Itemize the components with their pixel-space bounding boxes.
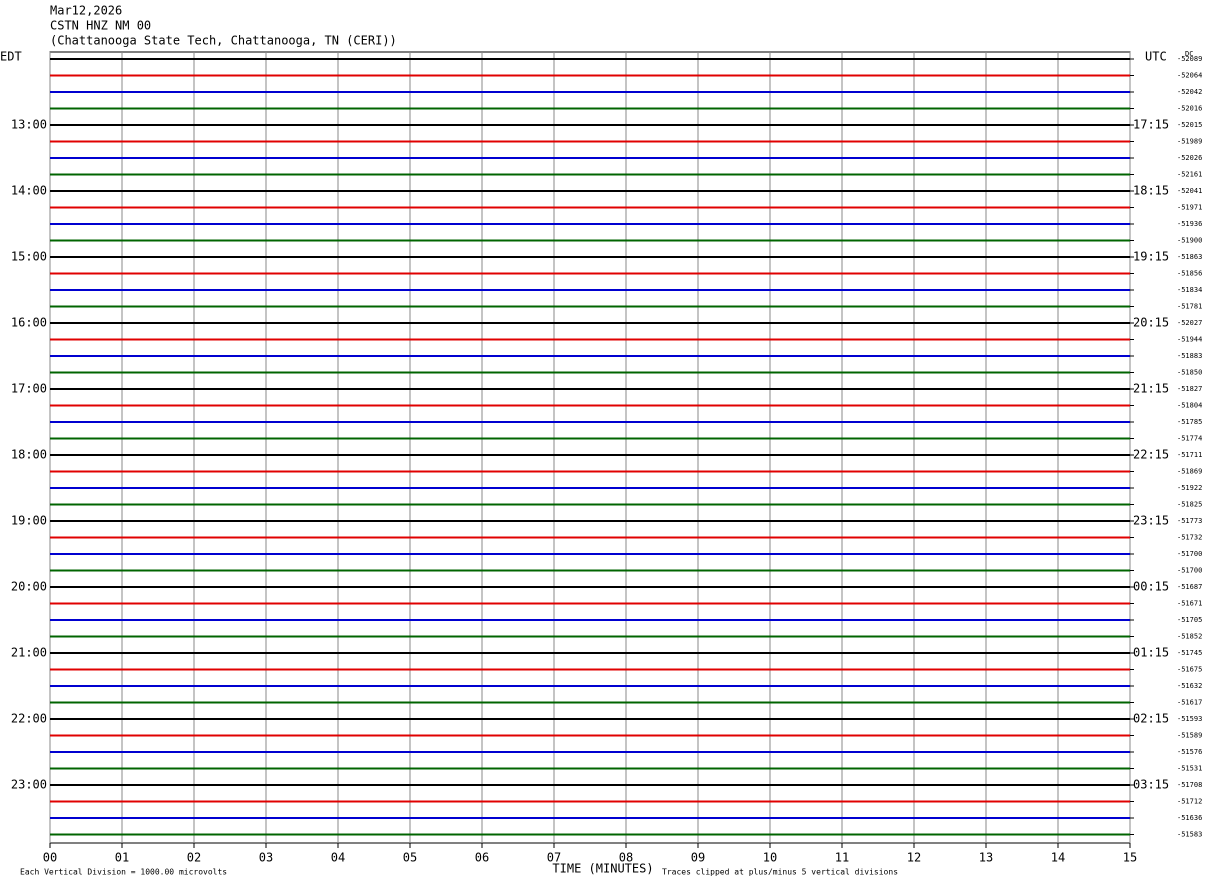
- dc-offset-label: -51944: [1177, 336, 1202, 344]
- dc-offset-label: -51576: [1177, 748, 1202, 756]
- right-time-label: 22:15: [1133, 448, 1169, 462]
- dc-offset-label: -52042: [1177, 88, 1202, 96]
- title-line: (Chattanooga State Tech, Chattanooga, TN…: [50, 34, 397, 48]
- x-tick-label: 13: [979, 851, 993, 865]
- left-time-label: 14:00: [11, 184, 47, 198]
- x-tick-label: 06: [475, 851, 489, 865]
- dc-offset-label: -51773: [1177, 517, 1202, 525]
- right-time-label: 01:15: [1133, 646, 1169, 660]
- x-axis-label: TIME (MINUTES): [552, 862, 653, 876]
- clip-note: Traces clipped at plus/minus 5 vertical …: [662, 868, 898, 877]
- title-line: Mar12,2026: [50, 4, 122, 18]
- dc-offset-label: -51825: [1177, 501, 1202, 509]
- dc-offset-label: -51971: [1177, 204, 1202, 212]
- right-zone: UTC: [1145, 50, 1167, 64]
- dc-offset-label: -52015: [1177, 121, 1202, 129]
- dc-offset-label: -51708: [1177, 781, 1202, 789]
- dc-offset-label: -52161: [1177, 171, 1202, 179]
- left-time-label: 20:00: [11, 580, 47, 594]
- dc-offset-label: -51900: [1177, 237, 1202, 245]
- dc-offset-label: -52027: [1177, 319, 1202, 327]
- plot-frame: [49, 51, 1131, 844]
- x-tick-label: 04: [331, 851, 345, 865]
- dc-offset-label: -51863: [1177, 253, 1202, 261]
- dc-offset-label: -51869: [1177, 468, 1202, 476]
- x-tick-label: 08: [619, 851, 633, 865]
- dc-offset-label: -51852: [1177, 633, 1202, 641]
- dc-offset-label: -51850: [1177, 369, 1202, 377]
- dc-offset-label: -51785: [1177, 418, 1202, 426]
- dc-offset-label: -51617: [1177, 699, 1202, 707]
- right-time-label: 23:15: [1133, 514, 1169, 528]
- dc-offset-label: -51712: [1177, 798, 1202, 806]
- dc-offset-label: -52089: [1177, 55, 1202, 63]
- left-time-label: 19:00: [11, 514, 47, 528]
- left-time-label: 13:00: [11, 118, 47, 132]
- dc-offset-label: -51745: [1177, 649, 1202, 657]
- dc-offset-label: -51711: [1177, 451, 1202, 459]
- x-tick-label: 03: [259, 851, 273, 865]
- dc-offset-label: -51936: [1177, 220, 1202, 228]
- right-time-label: 19:15: [1133, 250, 1169, 264]
- x-tick-label: 00: [43, 851, 57, 865]
- left-zone: EDT: [0, 50, 22, 64]
- dc-header: DC: [1185, 50, 1193, 58]
- dc-offset-label: -51732: [1177, 534, 1202, 542]
- dc-offset-label: -52041: [1177, 187, 1202, 195]
- x-tick-label: 12: [907, 851, 921, 865]
- left-time-label: 18:00: [11, 448, 47, 462]
- dc-offset-label: -51774: [1177, 435, 1202, 443]
- dc-offset-label: -51531: [1177, 765, 1202, 773]
- dc-offset-label: -51671: [1177, 600, 1202, 608]
- dc-offset-label: -51632: [1177, 682, 1202, 690]
- left-time-label: 23:00: [11, 778, 47, 792]
- right-time-label: 00:15: [1133, 580, 1169, 594]
- dc-offset-label: -52064: [1177, 72, 1202, 80]
- right-time-label: 18:15: [1133, 184, 1169, 198]
- dc-offset-label: -51687: [1177, 583, 1202, 591]
- left-time-label: 15:00: [11, 250, 47, 264]
- left-time-label: 22:00: [11, 712, 47, 726]
- dc-offset-label: -51834: [1177, 286, 1202, 294]
- x-tick-label: 02: [187, 851, 201, 865]
- dc-offset-label: -52026: [1177, 154, 1202, 162]
- right-time-label: 21:15: [1133, 382, 1169, 396]
- dc-offset-label: -52016: [1177, 105, 1202, 113]
- right-time-label: 17:15: [1133, 118, 1169, 132]
- dc-offset-label: -51705: [1177, 616, 1202, 624]
- dc-offset-label: -51700: [1177, 550, 1202, 558]
- x-tick-label: 05: [403, 851, 417, 865]
- dc-offset-label: -51636: [1177, 814, 1202, 822]
- dc-offset-label: -51827: [1177, 385, 1202, 393]
- dc-offset-label: -51700: [1177, 567, 1202, 575]
- left-time-label: 17:00: [11, 382, 47, 396]
- dc-offset-label: -51781: [1177, 303, 1202, 311]
- right-time-label: 02:15: [1133, 712, 1169, 726]
- x-tick-label: 07: [547, 851, 561, 865]
- dc-offset-label: -51583: [1177, 831, 1202, 839]
- title-line: CSTN HNZ NM 00: [50, 19, 151, 33]
- dc-offset-label: -51675: [1177, 666, 1202, 674]
- x-tick-label: 15: [1123, 851, 1137, 865]
- right-time-label: 20:15: [1133, 316, 1169, 330]
- dc-offset-label: -51989: [1177, 138, 1202, 146]
- right-time-label: 03:15: [1133, 778, 1169, 792]
- dc-offset-label: -51922: [1177, 484, 1202, 492]
- x-tick-label: 01: [115, 851, 129, 865]
- dc-offset-label: -51593: [1177, 715, 1202, 723]
- dc-offset-label: -51589: [1177, 732, 1202, 740]
- x-tick-label: 09: [691, 851, 705, 865]
- left-time-label: 21:00: [11, 646, 47, 660]
- left-time-label: 16:00: [11, 316, 47, 330]
- dc-offset-label: -51856: [1177, 270, 1202, 278]
- scale-note: Each Vertical Division = 1000.00 microvo…: [20, 868, 227, 877]
- x-tick-label: 11: [835, 851, 849, 865]
- x-tick-label: 14: [1051, 851, 1065, 865]
- dc-offset-label: -51804: [1177, 402, 1202, 410]
- dc-offset-label: -51883: [1177, 352, 1202, 360]
- x-tick-label: 10: [763, 851, 777, 865]
